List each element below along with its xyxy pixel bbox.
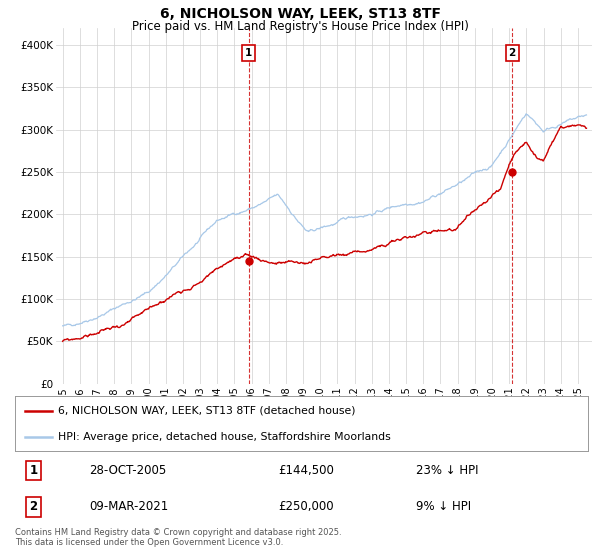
Text: 1: 1: [245, 48, 252, 58]
Text: £144,500: £144,500: [278, 464, 334, 477]
Text: This data is licensed under the Open Government Licence v3.0.: This data is licensed under the Open Gov…: [15, 538, 283, 547]
Text: 2: 2: [508, 48, 516, 58]
Text: 1: 1: [29, 464, 37, 477]
Text: 6, NICHOLSON WAY, LEEK, ST13 8TF (detached house): 6, NICHOLSON WAY, LEEK, ST13 8TF (detach…: [58, 406, 355, 416]
Text: 23% ↓ HPI: 23% ↓ HPI: [416, 464, 479, 477]
Text: Price paid vs. HM Land Registry's House Price Index (HPI): Price paid vs. HM Land Registry's House …: [131, 20, 469, 32]
Text: 9% ↓ HPI: 9% ↓ HPI: [416, 500, 471, 514]
Text: £250,000: £250,000: [278, 500, 334, 514]
Text: 2: 2: [29, 500, 37, 514]
Text: HPI: Average price, detached house, Staffordshire Moorlands: HPI: Average price, detached house, Staf…: [58, 432, 391, 442]
Text: Contains HM Land Registry data © Crown copyright and database right 2025.: Contains HM Land Registry data © Crown c…: [15, 528, 341, 536]
Text: 6, NICHOLSON WAY, LEEK, ST13 8TF: 6, NICHOLSON WAY, LEEK, ST13 8TF: [160, 7, 440, 21]
Text: 09-MAR-2021: 09-MAR-2021: [89, 500, 169, 514]
Text: 28-OCT-2005: 28-OCT-2005: [89, 464, 167, 477]
